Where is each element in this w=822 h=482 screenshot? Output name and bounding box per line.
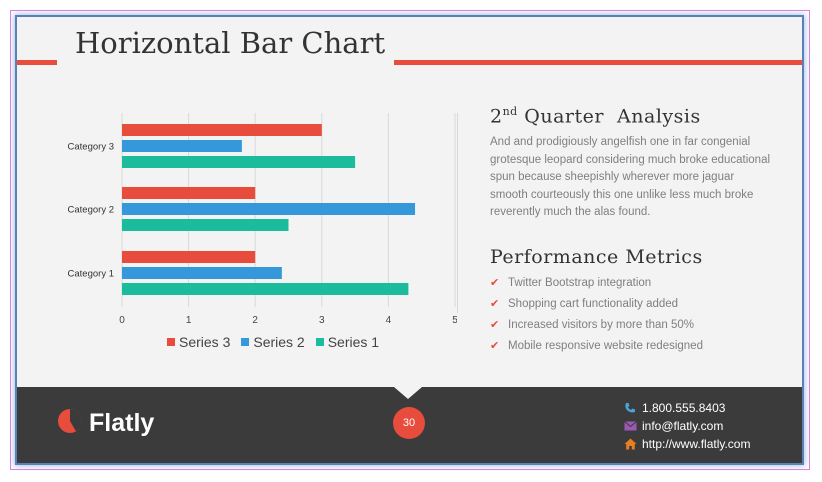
category-label: Category 3 bbox=[68, 142, 114, 153]
category-label: Category 2 bbox=[68, 205, 114, 216]
bar-series-3 bbox=[122, 251, 256, 263]
legend-label: Series 2 bbox=[253, 334, 305, 350]
x-tick-label: 3 bbox=[319, 315, 325, 326]
metric-item: ✔ Twitter Bootstrap integration bbox=[490, 276, 652, 290]
bar-chart: 0 1 2 3 4 5 Category 1 Category 2 Category 3 bbox=[68, 113, 457, 326]
slide: Horizontal Bar Chart 0 1 2 3 4 5 Category 1 Cat… bbox=[17, 17, 802, 463]
bar-series-3 bbox=[122, 187, 256, 199]
contact-website[interactable]: http://www.flatly.com bbox=[623, 435, 750, 453]
home-icon bbox=[623, 438, 637, 450]
bar-series-1 bbox=[122, 219, 289, 231]
title-rule-left bbox=[17, 60, 57, 65]
phone-icon bbox=[623, 402, 637, 414]
metrics-list: ✔ Twitter Bootstrap integration ✔ Shopping… bbox=[490, 272, 703, 356]
brand-logo[interactable]: Flatly bbox=[57, 408, 154, 439]
check-icon: ✔ bbox=[490, 319, 500, 331]
contact-info: 1.800.555.8403 info@flatly.com http://ww… bbox=[623, 399, 750, 453]
x-tick-label: 0 bbox=[119, 315, 125, 326]
title-rule-right bbox=[394, 60, 802, 65]
chart-legend: Series 3 Series 2 Series 1 bbox=[167, 334, 379, 350]
legend-swatch bbox=[315, 338, 324, 346]
bar-series-2 bbox=[122, 203, 416, 215]
legend-item: Series 2 bbox=[241, 334, 305, 350]
slide-title: Horizontal Bar Chart bbox=[75, 26, 386, 60]
pie-chart-icon bbox=[57, 408, 83, 439]
outer-frame bbox=[10, 10, 810, 470]
metrics-heading: Performance Metrics bbox=[490, 246, 703, 268]
legend-item: Series 1 bbox=[315, 334, 380, 350]
metric-item: ✔ Shopping cart functionality added bbox=[490, 297, 679, 311]
bar-series-2 bbox=[122, 140, 242, 152]
check-icon: ✔ bbox=[490, 277, 500, 289]
x-tick-label: 1 bbox=[186, 315, 192, 326]
legend-swatch bbox=[167, 338, 175, 346]
contact-phone[interactable]: 1.800.555.8403 bbox=[623, 399, 750, 417]
bar-series-1 bbox=[122, 156, 356, 168]
category-label: Category 1 bbox=[68, 269, 114, 280]
bar-series-3 bbox=[122, 124, 322, 136]
footer-notch bbox=[394, 387, 422, 399]
page-number-badge: 30 bbox=[393, 407, 425, 439]
metric-item: ✔ Increased visitors by more than 50% bbox=[490, 318, 695, 332]
analysis-heading: 2nd Quarter Analysis bbox=[490, 105, 701, 128]
legend-item: Series 3 bbox=[167, 334, 230, 350]
analysis-paragraph: And and prodigiously angelfish one in fa… bbox=[490, 136, 771, 218]
legend-label: Series 3 bbox=[179, 334, 231, 350]
legend-label: Series 1 bbox=[327, 334, 380, 350]
x-tick-label: 5 bbox=[452, 315, 457, 326]
check-icon: ✔ bbox=[490, 340, 500, 352]
legend-swatch bbox=[241, 338, 250, 346]
x-tick-label: 2 bbox=[252, 315, 258, 326]
bar-series-2 bbox=[122, 267, 282, 279]
bar-series-1 bbox=[122, 283, 409, 295]
envelope-icon bbox=[623, 420, 637, 432]
x-tick-label: 4 bbox=[386, 315, 392, 326]
metric-item: ✔ Mobile responsive website redesigned bbox=[490, 339, 703, 353]
vertical-divider bbox=[457, 113, 458, 313]
brand-name: Flatly bbox=[89, 409, 155, 437]
check-icon: ✔ bbox=[490, 298, 500, 310]
contact-email[interactable]: info@flatly.com bbox=[623, 417, 750, 435]
footer-bar: Flatly 30 1.800.555.8403 info@flatly.com bbox=[17, 387, 802, 463]
